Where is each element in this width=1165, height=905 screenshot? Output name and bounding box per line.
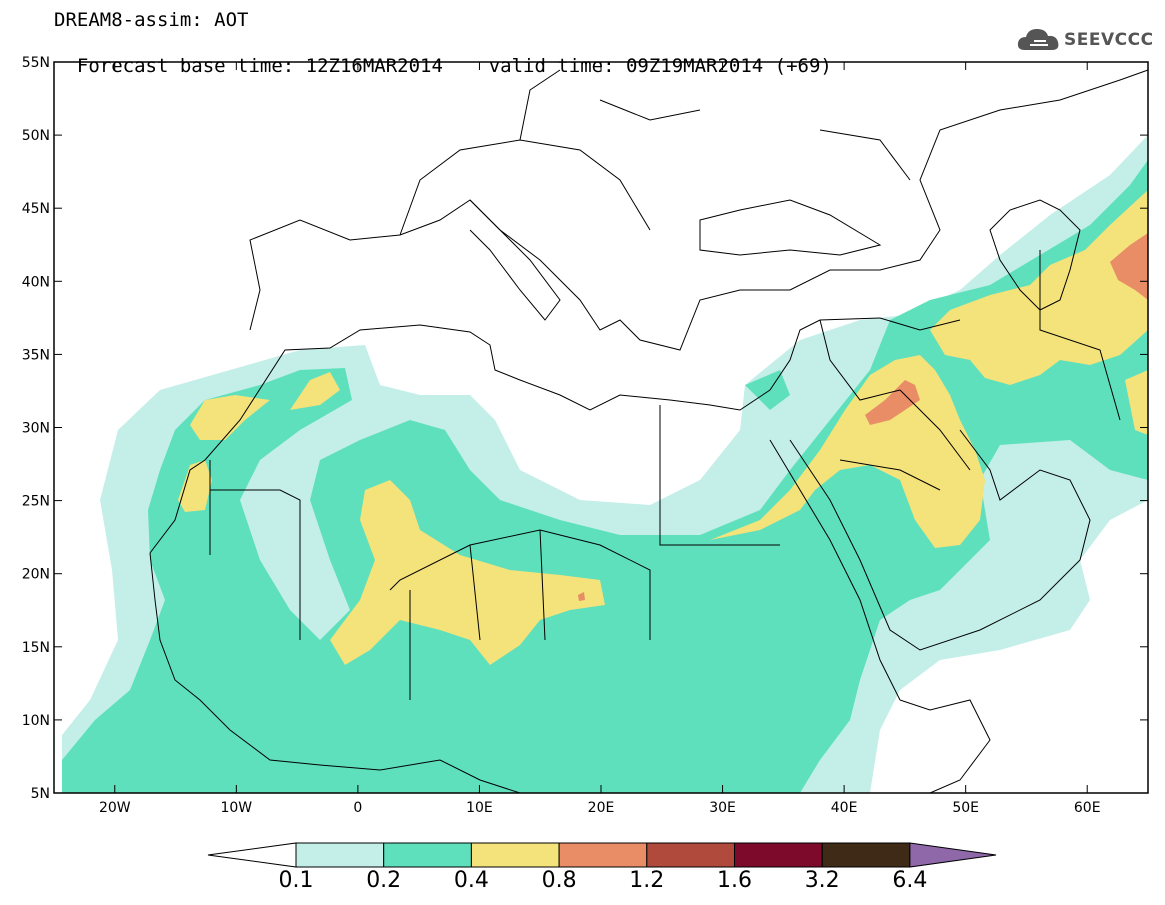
- borders-africa: [209, 405, 780, 700]
- colorbar-level-label: 0.4: [453, 868, 489, 893]
- seevccc-logo: SEEVCCC: [1016, 24, 1156, 56]
- lon-tick-label: 10W: [220, 800, 252, 816]
- colorbar-under-triangle: [207, 842, 297, 868]
- arabia-coast: [789, 429, 1091, 651]
- aot-band-0.4: [330, 480, 605, 665]
- borders-mideast: [819, 250, 1121, 491]
- lat-tick-label: 55N: [22, 55, 50, 71]
- colorbar-level-label: 0.1: [278, 868, 314, 893]
- borders-europe: [399, 69, 911, 236]
- lat-tick-label: 25N: [22, 494, 50, 510]
- aot-band-0.2: [62, 160, 1148, 793]
- lat-tick-label: 5N: [31, 786, 50, 802]
- colorbar-level-label: 6.4: [892, 868, 928, 893]
- colorbar-level-label: 1.2: [629, 868, 665, 893]
- lon-tick-label: 30E: [709, 800, 736, 816]
- base-time-label: Forecast base time: 12Z16MAR2014: [76, 55, 443, 77]
- colorbar-box: [734, 842, 823, 868]
- west-africa-coast: [149, 552, 521, 793]
- lon-tick-label: 50E: [952, 800, 979, 816]
- colorbar-box: [558, 842, 648, 868]
- lon-axis: 20W 10W 0 10E 20E 30E 40E 50E 60E: [99, 62, 1101, 816]
- italy-coast: [469, 199, 561, 321]
- north-africa-coast: [149, 317, 881, 554]
- colorbar-level-label: 3.2: [804, 868, 840, 893]
- colorbar-box: [821, 842, 911, 868]
- lon-tick-label: 0: [353, 800, 362, 816]
- europe-coast: [249, 69, 1148, 351]
- colorbar-box: [470, 842, 560, 868]
- lat-tick-label: 50N: [22, 128, 50, 144]
- chart-title: DREAM8-assim: AOT: [54, 9, 249, 31]
- colorbar-box: [383, 842, 472, 868]
- colorbar-level-label: 1.6: [717, 868, 752, 893]
- lon-tick-label: 60E: [1074, 800, 1101, 816]
- lat-tick-label: 20N: [22, 567, 50, 583]
- aot-band-0.4: [710, 190, 1148, 548]
- lon-tick-label: 40E: [831, 800, 858, 816]
- coastlines: [149, 69, 1148, 793]
- lat-tick-label: 40N: [22, 274, 50, 290]
- chart-subtitle: Forecast base time: 12Z16MAR2014 valid t…: [54, 33, 832, 77]
- colorbar-box: [646, 842, 735, 868]
- colorbar: [207, 842, 997, 868]
- red-sea-coast: [769, 439, 901, 701]
- aot-band-0.4: [178, 372, 340, 512]
- lat-tick-label: 30N: [22, 421, 50, 437]
- valid-time-label: valid time: 09Z19MAR2014 (+69): [488, 55, 832, 77]
- lat-tick-label: 15N: [22, 640, 50, 656]
- colorbar-over-triangle: [909, 842, 997, 868]
- lat-tick-label: 45N: [22, 201, 50, 217]
- horn-coast: [899, 699, 991, 793]
- lat-axis: 5N 10N 15N 20N 25N 30N 35N 40N 45N 50N 55N: [22, 55, 1148, 802]
- lon-tick-label: 20E: [588, 800, 615, 816]
- lat-tick-label: 10N: [22, 713, 50, 729]
- lon-tick-label: 10E: [466, 800, 493, 816]
- colorbar-level-label: 0.2: [366, 868, 402, 893]
- caspian-coast: [989, 199, 1081, 311]
- colorbar-level-label: 0.8: [541, 868, 577, 893]
- cloud-icon: [1017, 29, 1059, 50]
- black-sea-coast: [699, 199, 882, 256]
- lat-tick-label: 35N: [22, 347, 50, 363]
- colorbar-box: [295, 842, 385, 868]
- lon-tick-label: 20W: [99, 800, 131, 816]
- logo-text: SEEVCCC: [1064, 30, 1154, 50]
- aot-contours: [62, 135, 1148, 793]
